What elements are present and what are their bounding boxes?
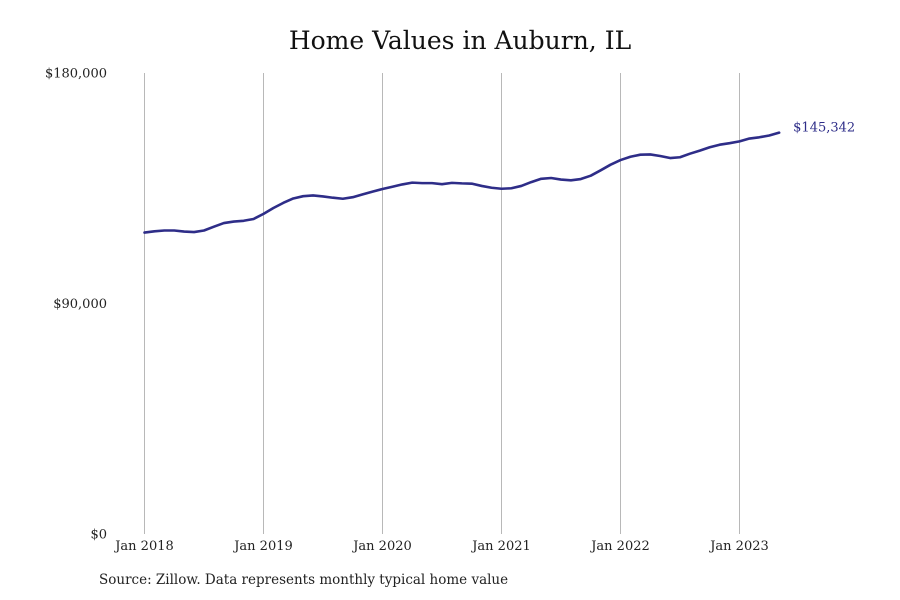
x-tick-label: Jan 2019 (232, 539, 293, 554)
chart-title: Home Values in Auburn, IL (288, 26, 632, 55)
series-line (143, 131, 781, 234)
y-tick-label: $180,000 (45, 67, 107, 82)
x-tick-label: Jan 2023 (708, 539, 769, 554)
y-tick-label: $90,000 (53, 297, 107, 312)
source-note: Source: Zillow. Data represents monthly … (99, 572, 509, 588)
x-tick-label: Jan 2022 (589, 539, 650, 554)
y-tick-label: $0 (90, 528, 107, 543)
x-tick-label: Jan 2020 (351, 539, 412, 554)
x-tick-label: Jan 2021 (470, 539, 531, 554)
end-value-label: $145,342 (793, 121, 855, 136)
x-tick-label: Jan 2018 (113, 539, 174, 554)
